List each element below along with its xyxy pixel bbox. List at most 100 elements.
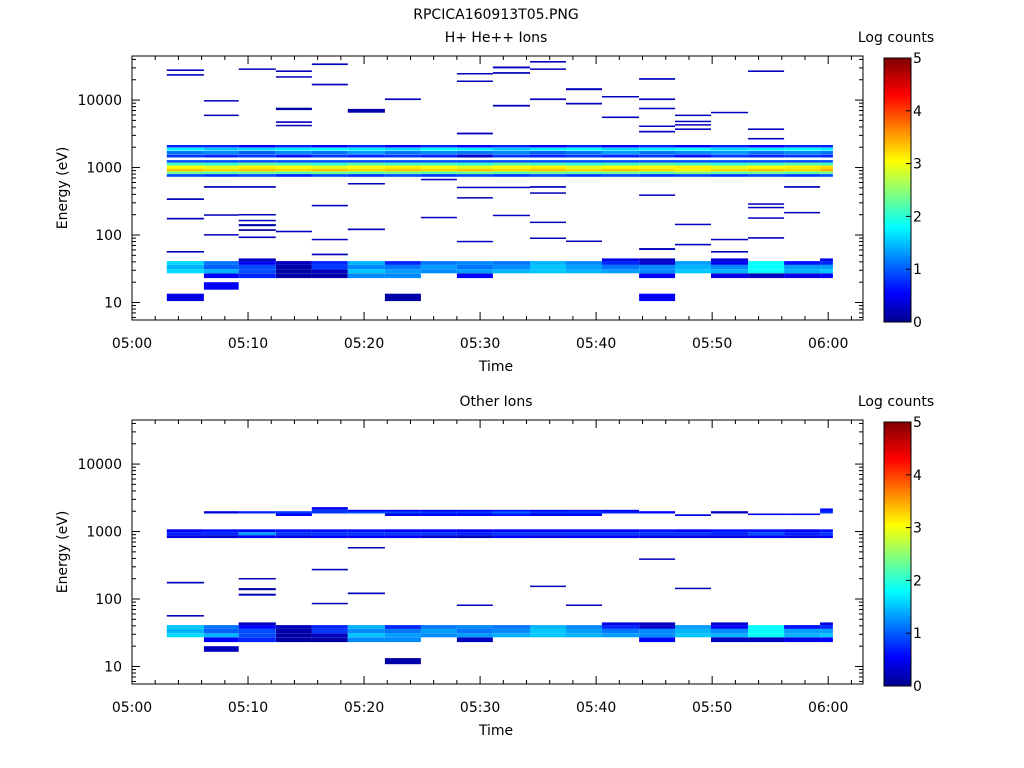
- heatmap-cell: [275, 165, 312, 169]
- heatmap-cell: [456, 513, 493, 516]
- heatmap-cell: [456, 261, 493, 265]
- heatmap-cell: [820, 628, 833, 634]
- heatmap-cell: [748, 137, 785, 140]
- heatmap-cell: [347, 171, 385, 175]
- panel2-title: Other Ions: [459, 394, 532, 410]
- panel2-xlabel: Time: [478, 723, 513, 739]
- heatmap-cell: [384, 293, 421, 302]
- heatmap-cell: [311, 264, 348, 270]
- heatmap-cell: [820, 168, 833, 172]
- heatmap-cell: [166, 615, 204, 617]
- heatmap-cell: [675, 160, 711, 163]
- heatmap-cell: [601, 261, 639, 265]
- heatmap-cell: [238, 145, 276, 148]
- heatmap-cell: [530, 264, 566, 270]
- heatmap-cell: [203, 147, 239, 151]
- heatmap-cell: [238, 511, 276, 514]
- heatmap-cell: [601, 165, 639, 169]
- heatmap-cell: [166, 581, 204, 584]
- heatmap-cell: [420, 628, 457, 634]
- heatmap-cell: [530, 628, 566, 634]
- heatmap-cell: [601, 264, 639, 270]
- heatmap-cell: [238, 168, 276, 172]
- heatmap-cell: [784, 269, 821, 274]
- heatmap-cell: [420, 625, 457, 629]
- heatmap-cell: [347, 264, 385, 270]
- heatmap-cell: [456, 637, 493, 643]
- heatmap-cell: [456, 264, 493, 270]
- heatmap-cell: [492, 532, 530, 536]
- heatmap-cell: [748, 237, 785, 239]
- heatmap-cell: [601, 147, 639, 151]
- heatmap-cell: [530, 154, 566, 158]
- heatmap-cell: [820, 529, 833, 533]
- heatmap-cell: [384, 147, 421, 151]
- heatmap-cell: [311, 625, 348, 629]
- heatmap-cell: [748, 513, 785, 516]
- heatmap-cell: [203, 282, 239, 290]
- heatmap-cell: [492, 511, 530, 514]
- heatmap-cell: [311, 261, 348, 265]
- heatmap-cell: [748, 269, 785, 274]
- heatmap-cell: [566, 511, 602, 514]
- heatmap-cell: [820, 637, 833, 643]
- heatmap-cell: [275, 174, 312, 177]
- heatmap-cell: [166, 532, 204, 536]
- x-tick-label: 05:30: [460, 336, 500, 352]
- heatmap-cell: [530, 633, 566, 638]
- heatmap-cell: [492, 214, 530, 217]
- heatmap-cell: [711, 165, 749, 169]
- heatmap-cell: [238, 269, 276, 274]
- heatmap-cell: [675, 261, 711, 265]
- heatmap-cell: [166, 217, 204, 220]
- heatmap-cell: [456, 171, 493, 175]
- heatmap-cell: [566, 171, 602, 175]
- heatmap-cell: [238, 229, 276, 231]
- heatmap-cell: [311, 83, 348, 86]
- heatmap-cell: [639, 162, 676, 166]
- heatmap-cell: [711, 147, 749, 151]
- heatmap-cell: [384, 162, 421, 166]
- heatmap-cell: [311, 171, 348, 175]
- heatmap-cell: [384, 628, 421, 634]
- heatmap-cell: [384, 165, 421, 169]
- heatmap-cell: [238, 151, 276, 155]
- heatmap-cell: [420, 154, 457, 158]
- heatmap-cell: [820, 154, 833, 158]
- heatmap-cell: [203, 637, 239, 643]
- heatmap-cell: [566, 102, 602, 105]
- heatmap-cell: [601, 509, 639, 512]
- heatmap-cell: [492, 186, 530, 189]
- heatmap-cell: [675, 151, 711, 155]
- heatmap-cell: [238, 593, 276, 596]
- heatmap-cell: [166, 154, 204, 158]
- x-tick-label: 05:00: [112, 336, 152, 352]
- heatmap-cell: [456, 240, 493, 243]
- heatmap-cell: [347, 162, 385, 166]
- heatmap-cell: [311, 145, 348, 148]
- heatmap-cell: [166, 151, 204, 155]
- y-tick-label: 10: [104, 659, 122, 675]
- x-tick-label: 05:00: [112, 700, 152, 716]
- heatmap-cell: [456, 511, 493, 514]
- heatmap-cell: [238, 535, 276, 539]
- heatmap-cell: [166, 535, 204, 539]
- heatmap-cell: [820, 273, 833, 279]
- heatmap-cell: [347, 147, 385, 151]
- heatmap-cell: [820, 145, 833, 148]
- heatmap-cell: [675, 532, 711, 536]
- heatmap-cell: [492, 160, 530, 163]
- heatmap-cell: [347, 160, 385, 163]
- heatmap-cell: [820, 511, 833, 514]
- heatmap-cell: [311, 507, 348, 510]
- heatmap-cell: [601, 168, 639, 172]
- heatmap-cell: [711, 154, 749, 158]
- heatmap-cell: [601, 154, 639, 158]
- heatmap-cell: [347, 151, 385, 155]
- heatmap-cell: [311, 509, 348, 514]
- heatmap-cell: [203, 174, 239, 177]
- heatmap-cell: [566, 633, 602, 638]
- heatmap-cell: [784, 160, 821, 163]
- panel2-axes: 05:00 05:10 05:20 05:30 05:40 05:50 06:00 10 100…: [77, 420, 863, 716]
